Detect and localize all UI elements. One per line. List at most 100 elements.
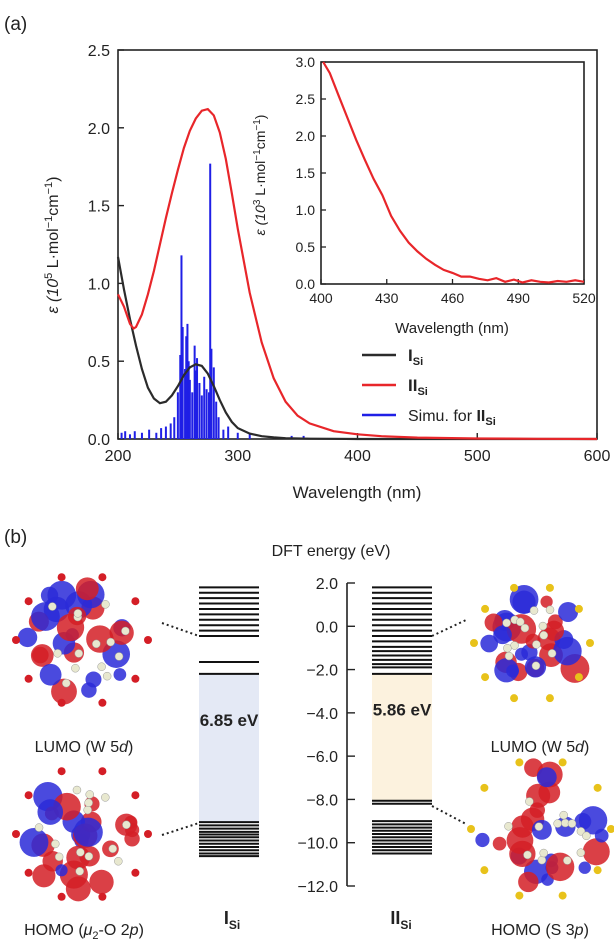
orbital-lobe: [545, 852, 575, 882]
orbital-atom: [73, 609, 83, 618]
main-y-tick-label: 2.0: [88, 121, 110, 138]
panel-b-label: (b): [4, 527, 27, 548]
main-x-axis-label: Wavelength (nm): [293, 483, 422, 502]
orbital-atom: [71, 663, 80, 673]
inset-y-tick-label: 1.0: [296, 202, 316, 218]
inset-y-tick-label: 2.0: [296, 128, 316, 144]
orbital-terminal-atom: [545, 583, 554, 592]
main-y-axis-label-prefix: ε (10: [45, 279, 62, 314]
orbital-lobe: [524, 758, 543, 778]
orbital-atom: [563, 856, 572, 865]
orbital-lobe: [480, 634, 499, 653]
orbital-lobe: [475, 832, 490, 848]
orbital-atom: [567, 819, 577, 828]
orbital-caption-lumo-right: LUMO (W 5d): [491, 739, 590, 756]
orbital-atom: [102, 671, 112, 681]
orbital-lobe: [540, 595, 553, 608]
energy-tick-label: −4.0: [306, 706, 338, 723]
inset-plot-frame: [320, 61, 585, 285]
orbital-atom: [34, 823, 44, 832]
orbital-lobe: [529, 802, 546, 818]
orbital-terminal-atom: [586, 639, 594, 647]
main-y-tick-label: 0.0: [88, 432, 110, 449]
inset-x-tick-label: 460: [441, 290, 465, 306]
orbital-atom: [515, 617, 525, 627]
inset-series-line-ii-si: [322, 61, 585, 284]
gap-label-ii-si: 5.86 eV: [373, 700, 432, 719]
orbital-caption-homo-left: HOMO (μ2-O 2p): [24, 922, 144, 942]
orbital-terminal-atom: [24, 791, 33, 800]
orbital-atom: [531, 661, 541, 670]
orbital-terminal-atom: [57, 573, 66, 582]
inset-plot: 400 430 460 490 520 0.0 0.5 1.0 1.5 2.0 2.5 3.0: [296, 54, 596, 306]
orbital-atom: [503, 643, 512, 653]
orbital-atom: [538, 621, 548, 631]
orbital-lobe: [594, 828, 609, 843]
inset-x-tick-label: 520: [572, 290, 596, 306]
main-x-tick-label: 500: [464, 448, 491, 465]
orbital-atom: [529, 606, 539, 615]
orbital-lobe: [494, 658, 519, 683]
orbital-terminal-atom: [131, 791, 140, 800]
orbital-atom: [48, 602, 57, 611]
main-x-tick-label: 600: [584, 448, 611, 465]
main-x-tick-label: 200: [105, 448, 132, 465]
orbital-lobe: [51, 678, 77, 705]
orbital-terminal-atom: [98, 573, 107, 582]
orbital-atom: [53, 649, 62, 658]
orbital-terminal-atom: [593, 866, 602, 875]
energy-levels-ii-si: [372, 586, 432, 855]
orbital-lobe: [514, 647, 529, 661]
orbital-atom: [85, 790, 94, 799]
orbital-lobe: [17, 627, 38, 648]
orbital-terminal-atom: [57, 892, 66, 901]
inset-y-tick-label: 2.5: [296, 91, 316, 107]
orbital-atom: [525, 797, 534, 806]
orbital-atom: [106, 637, 115, 647]
orbital-atom: [121, 626, 130, 636]
orbital-atom: [101, 600, 110, 609]
orbital-atom: [545, 605, 555, 615]
orbital-atom: [101, 793, 110, 802]
connector-homo-right: [431, 805, 467, 825]
orbital-atom: [510, 641, 519, 650]
main-x-ticks: 200 300 400 500 600: [105, 433, 611, 465]
orbital-lobe: [39, 663, 62, 686]
orbital-terminal-atom: [515, 758, 524, 767]
orbital-terminal-atom: [24, 597, 33, 606]
orbital-terminal-atom: [98, 767, 107, 776]
orbital-lobe: [55, 864, 68, 877]
orbital-atom: [534, 822, 544, 831]
legend-label-simu: Simu. for IISi: [408, 408, 496, 428]
orbital-lobe: [493, 625, 512, 645]
main-y-axis-label: ε (105 L·mol−1cm−1): [43, 177, 62, 314]
energy-tick-label: −2.0: [306, 663, 338, 680]
inset-x-tick-label: 430: [375, 290, 399, 306]
inset-y-axis-label: ε (103 L·mol−1cm−1): [252, 115, 268, 236]
orbital-terminal-atom: [480, 783, 489, 792]
orbital-terminal-atom: [558, 758, 567, 767]
orbital-atom: [504, 651, 514, 661]
connector-lumo-left: [161, 622, 200, 637]
orbital-terminal-atom: [574, 604, 583, 613]
main-x-tick-label: 300: [224, 448, 251, 465]
orbital-lobe: [75, 577, 99, 601]
orbital-lobe: [492, 836, 507, 851]
orbital-atom: [523, 850, 532, 860]
orbital-atom: [539, 848, 548, 858]
legend-label-ii-si: IISi: [408, 376, 428, 398]
orbital-lobe: [113, 668, 127, 681]
gap-band-i-si: [199, 673, 259, 823]
orbital-terminal-atom: [481, 604, 490, 613]
orbital-atom: [559, 810, 568, 820]
energy-tick-label: −8.0: [306, 792, 338, 809]
orbital-terminal-atom: [144, 636, 152, 644]
panel-b-title: DFT energy (eV): [272, 543, 391, 560]
orbital-caption-homo-right: HOMO (S 3p): [491, 922, 589, 939]
inset-y-tick-label: 3.0: [296, 54, 316, 70]
orbital-atom: [553, 819, 562, 828]
orbital-caption-lumo-left: LUMO (W 5d): [35, 739, 134, 756]
orbital-terminal-atom: [510, 694, 519, 703]
energy-axis-ticks: 2.0 0.0 −2.0 −4.0 −6.0 −8.0 −10.0 −12.0: [298, 576, 355, 896]
